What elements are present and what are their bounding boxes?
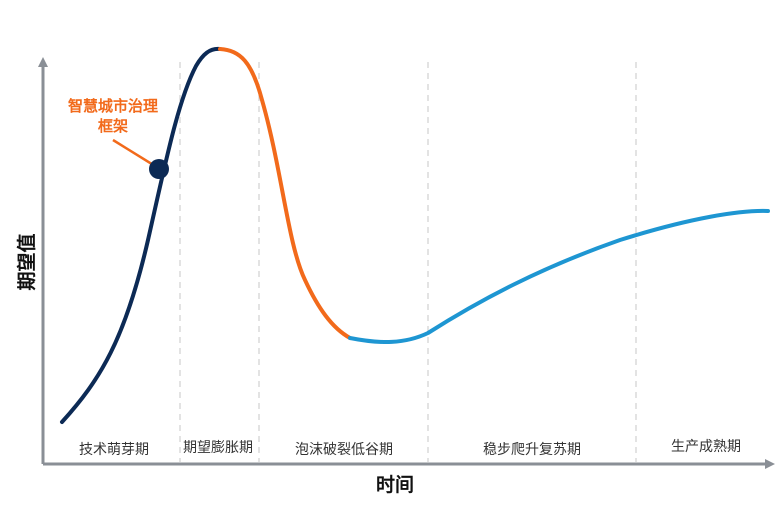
curve-segment-rise bbox=[60, 46, 222, 424]
y-axis-label: 期望值 bbox=[15, 233, 38, 290]
phase-label-2: 期望膨胀期 bbox=[183, 439, 253, 456]
curve-segment-recovery bbox=[348, 208, 770, 344]
phase-label-3: 泡沫破裂低谷期 bbox=[295, 442, 393, 458]
phase-label-1: 技术萌芽期 bbox=[79, 442, 149, 458]
curve-segment-fall bbox=[218, 47, 352, 340]
phase-label-5: 生产成熟期 bbox=[671, 439, 741, 455]
marker-leader-line bbox=[112, 138, 156, 168]
phase-label-4: 稳步爬升复苏期 bbox=[483, 441, 581, 458]
marker-label-line2: 框架 bbox=[98, 117, 128, 135]
marker-label-line1: 智慧城市治理 bbox=[68, 97, 158, 115]
x-axis-label: 时间 bbox=[376, 474, 414, 496]
marker-dot bbox=[149, 159, 169, 179]
